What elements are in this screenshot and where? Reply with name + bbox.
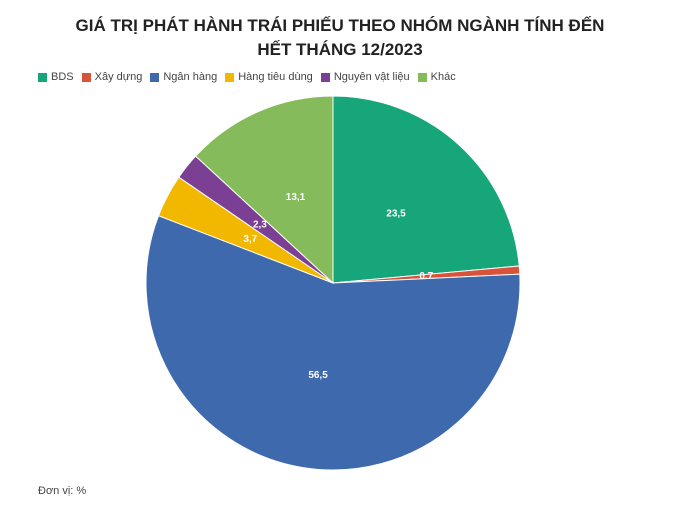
unit-note: Đơn vị: %: [38, 485, 87, 497]
legend: BDS Xây dựng Ngân hàng Hàng tiêu dùng Nguyên…: [38, 71, 456, 83]
legend-label: Ngân hàng: [163, 71, 218, 83]
legend-item: Nguyên vật liệu: [320, 71, 410, 83]
pie-slice: [332, 95, 520, 284]
legend-item: Hàng tiêu dùng: [225, 71, 313, 83]
legend-item: Ngân hàng: [150, 71, 217, 83]
pie-slice: [194, 95, 334, 285]
legend-swatch: [150, 72, 160, 82]
data-label: 2,3: [253, 219, 267, 230]
legend-label: Khác: [430, 71, 456, 83]
data-label: 23,5: [386, 209, 406, 220]
data-label: 3,7: [243, 234, 257, 245]
legend-label: Nguyên vật liệu: [333, 71, 410, 83]
legend-swatch: [38, 72, 47, 82]
data-label: 0,7: [419, 271, 433, 282]
data-label: 56,5: [308, 370, 328, 381]
legend-label: Xây dựng: [94, 71, 143, 83]
legend-swatch: [417, 72, 427, 82]
chart-title: GIÁ TRỊ PHÁT HÀNH TRÁI PHIẾU THEO NHÓM N…: [75, 16, 605, 59]
pie-slice: [145, 215, 521, 471]
legend-item: BDS: [38, 71, 74, 83]
legend-label: BDS: [51, 71, 74, 83]
legend-item: Xây dựng: [81, 71, 143, 83]
legend-item: Khác: [417, 71, 456, 83]
legend-label: Hàng tiêu dùng: [238, 71, 313, 83]
legend-swatch: [225, 72, 235, 82]
data-label: 13,1: [286, 192, 306, 203]
legend-swatch: [81, 72, 91, 82]
legend-swatch: [320, 72, 330, 82]
